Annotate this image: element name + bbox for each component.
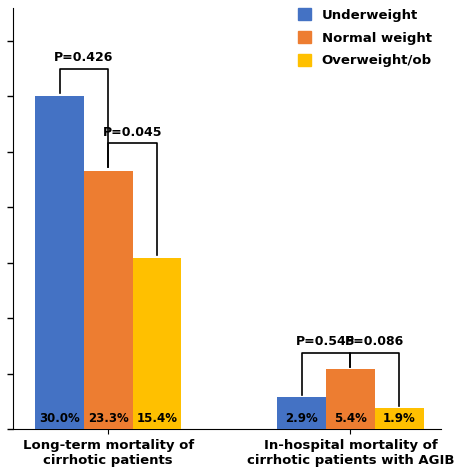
Bar — [326, 369, 375, 429]
Bar — [35, 96, 84, 429]
Text: 5.4%: 5.4% — [334, 412, 367, 425]
Text: P=0.045: P=0.045 — [103, 126, 163, 138]
Text: P=0.545: P=0.545 — [296, 335, 356, 348]
Bar — [84, 171, 133, 429]
Bar — [375, 408, 424, 429]
Text: P=0.086: P=0.086 — [345, 335, 404, 348]
Bar — [277, 397, 326, 429]
Text: 1.9%: 1.9% — [383, 412, 416, 425]
Text: 15.4%: 15.4% — [137, 412, 178, 425]
Legend: Underweight, Normal weight, Overweight/ob: Underweight, Normal weight, Overweight/o… — [295, 6, 434, 70]
Text: 30.0%: 30.0% — [39, 412, 80, 425]
Text: 2.9%: 2.9% — [285, 412, 318, 425]
Text: 23.3%: 23.3% — [88, 412, 128, 425]
Bar — [133, 258, 182, 429]
Text: P=0.426: P=0.426 — [54, 51, 114, 64]
